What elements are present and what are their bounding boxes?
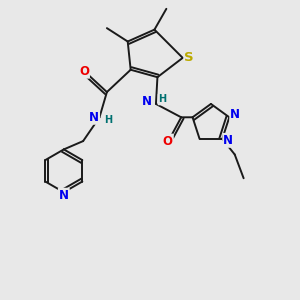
Text: H: H xyxy=(104,115,112,125)
Text: N: N xyxy=(59,189,69,202)
Text: N: N xyxy=(142,95,152,108)
Text: N: N xyxy=(230,108,240,121)
Text: O: O xyxy=(163,135,173,148)
Text: S: S xyxy=(184,51,194,64)
Text: H: H xyxy=(158,94,166,104)
Text: O: O xyxy=(79,65,89,78)
Text: N: N xyxy=(223,134,233,147)
Text: N: N xyxy=(89,111,99,124)
